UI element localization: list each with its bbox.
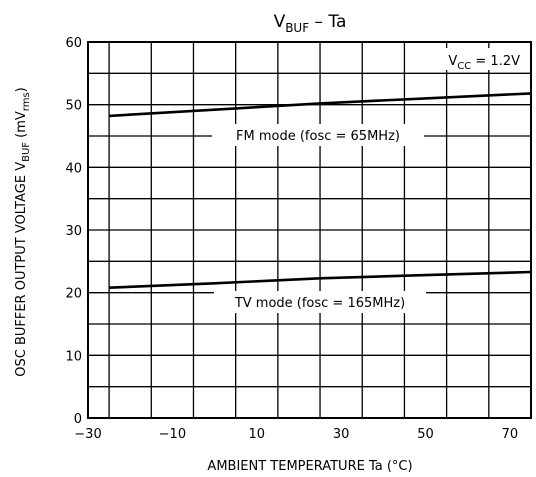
x-tick-label: −30: [74, 427, 101, 442]
fm-mode-line: [109, 92, 532, 118]
x-axis-label: AMBIENT TEMPERATURE Ta (°C): [207, 459, 412, 474]
plot-frame: [87, 41, 532, 419]
tv-mode-line: [109, 270, 532, 289]
x-tick-label: 10: [248, 427, 265, 442]
x-tick-label: 50: [417, 427, 434, 442]
condition-label-bg: [430, 48, 524, 70]
y-tick-label: 0: [74, 412, 82, 427]
y-tick-label: 40: [65, 161, 82, 176]
x-tick-labels: −30 −10 10 30 50 70: [74, 427, 518, 442]
tv-mode-label: TV mode (fosc = 165MHz): [234, 296, 405, 311]
y-axis-label: OSC BUFFER OUTPUT VOLTAGE VBUF (mVrms): [14, 87, 32, 377]
x-tick-label: 30: [333, 427, 350, 442]
fm-mode-label: FM mode (fosc = 65MHz): [236, 129, 400, 144]
x-tick-label: 70: [502, 427, 519, 442]
tv-label-bg: [214, 291, 426, 313]
y-tick-label: 10: [65, 349, 82, 364]
fm-label-bg: [212, 124, 424, 146]
series-lines: [109, 92, 532, 289]
grid: [88, 42, 531, 418]
y-tick-label: 20: [65, 287, 82, 302]
y-tick-label: 30: [65, 224, 82, 239]
x-tick-label: −10: [159, 427, 186, 442]
y-tick-label: 50: [65, 99, 82, 114]
chart-title: VBUF – Ta: [274, 12, 347, 35]
y-tick-labels: 0 10 20 30 40 50 60: [65, 36, 82, 427]
y-tick-label: 60: [65, 36, 82, 51]
condition-label: VCC = 1.2V: [448, 54, 520, 72]
